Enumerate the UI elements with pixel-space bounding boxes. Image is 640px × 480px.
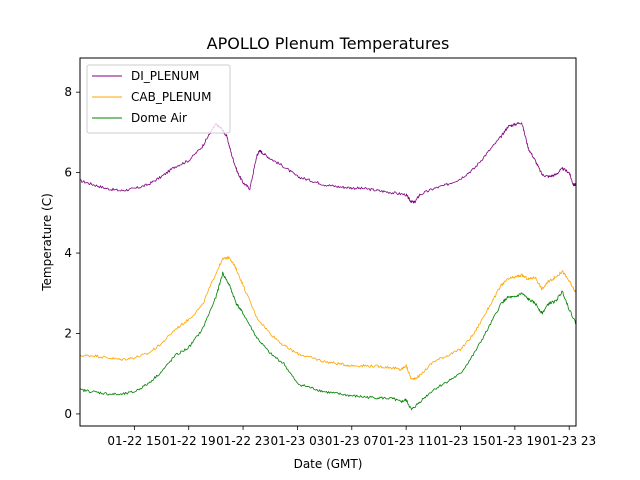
legend: DI_PLENUM CAB_PLENUM Dome Air <box>86 64 231 134</box>
x-tick-label: 01-23 11 <box>379 434 433 448</box>
x-tick-label: 01-22 19 <box>162 434 216 448</box>
x-tick-label: 01-22 15 <box>107 434 161 448</box>
y-axis: 0 2 4 6 8 <box>64 85 80 421</box>
series-line-cab-plenum <box>79 255 577 381</box>
series-line-dome-air <box>79 271 577 411</box>
series-line-di-plenum <box>79 122 577 204</box>
x-tick-label: 01-23 19 <box>488 434 542 448</box>
legend-label: Dome Air <box>131 111 187 125</box>
y-tick-label: 6 <box>64 166 72 180</box>
y-tick-label: 2 <box>64 326 72 340</box>
y-axis-label: Temperature (C) <box>40 193 54 292</box>
x-tick-label: 01-23 23 <box>542 434 596 448</box>
y-tick-label: 0 <box>64 407 72 421</box>
plot-frame <box>79 57 577 427</box>
x-axis-label: Date (GMT) <box>294 457 363 471</box>
x-tick-label: 01-23 03 <box>270 434 324 448</box>
x-axis: 01-22 15 01-22 19 01-22 23 01-23 03 01-23 07… <box>107 426 596 448</box>
legend-label: DI_PLENUM <box>131 69 199 83</box>
x-tick-label: 01-23 15 <box>434 434 488 448</box>
chart-title: APOLLO Plenum Temperatures <box>207 34 450 53</box>
series-layer <box>79 122 577 411</box>
y-tick-label: 8 <box>64 85 72 99</box>
y-tick-label: 4 <box>64 246 72 260</box>
x-tick-label: 01-22 23 <box>216 434 270 448</box>
legend-label: CAB_PLENUM <box>131 90 211 104</box>
legend-box <box>86 64 231 134</box>
x-tick-label: 01-23 07 <box>325 434 379 448</box>
